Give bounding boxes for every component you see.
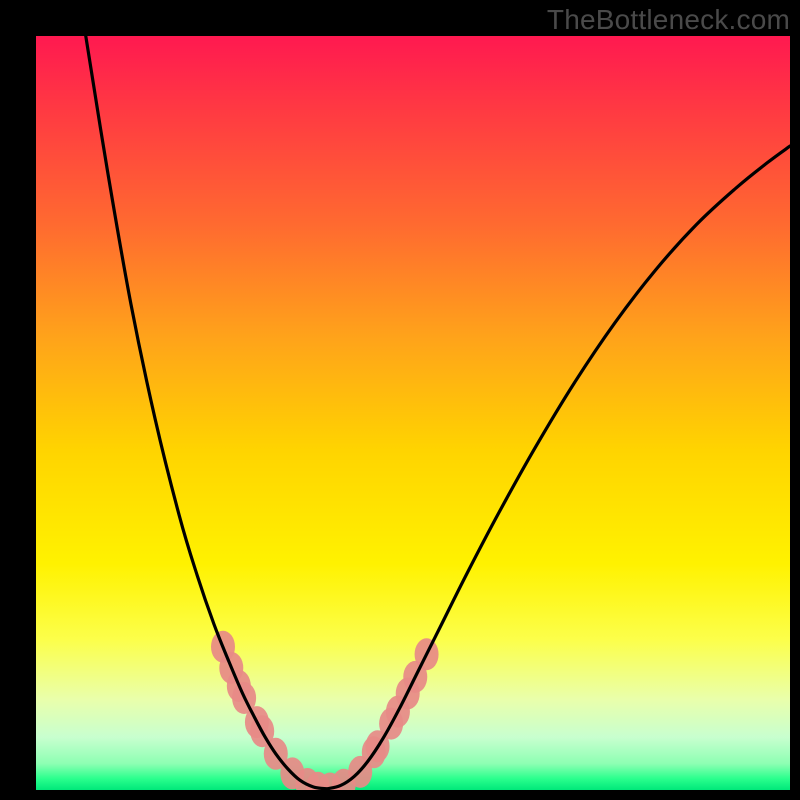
bottleneck-chart bbox=[36, 36, 790, 790]
watermark-text: TheBottleneck.com bbox=[547, 4, 790, 36]
